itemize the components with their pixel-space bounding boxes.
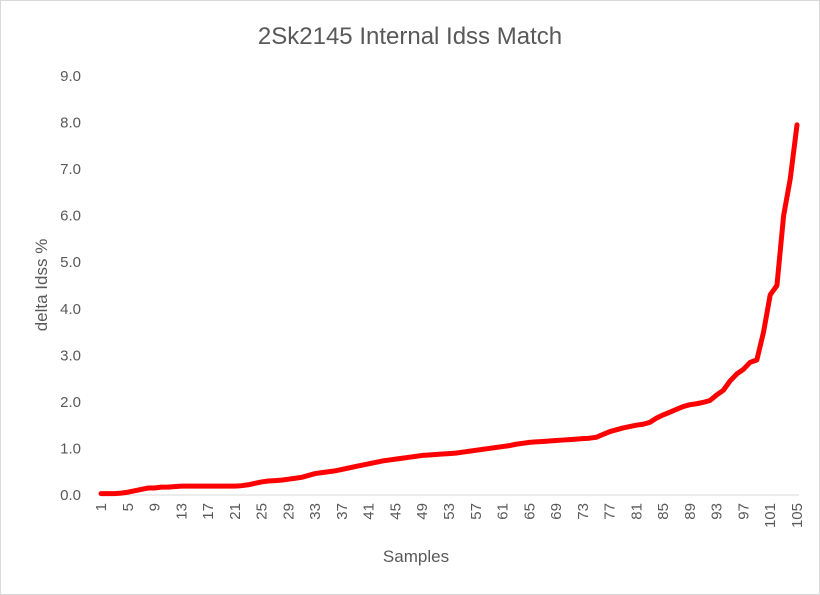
x-tick-label: 13 <box>173 503 190 520</box>
x-tick-label: 77 <box>602 503 619 520</box>
series-line <box>98 122 800 497</box>
x-tick-label: 89 <box>682 503 699 520</box>
x-tick-label: 1 <box>93 503 110 511</box>
x-tick-label: 53 <box>441 503 458 520</box>
y-tick-label: 9.0 <box>60 68 81 85</box>
y-tick-label: 4.0 <box>60 301 81 318</box>
x-tick-label: 57 <box>468 503 485 520</box>
y-tick-label: 6.0 <box>60 208 81 225</box>
x-tick-label: 5 <box>120 503 137 511</box>
y-tick-labels: 0.0 1.0 2.0 3.0 4.0 5.0 6.0 7.0 8.0 9.0 <box>60 68 81 504</box>
x-tick-label: 81 <box>628 503 645 520</box>
y-tick-label: 5.0 <box>60 254 81 271</box>
x-tick-label: 61 <box>495 503 512 520</box>
x-tick-label: 29 <box>280 503 297 520</box>
x-tick-label: 49 <box>414 503 431 520</box>
x-tick-label: 37 <box>334 503 351 520</box>
x-tick-label: 33 <box>307 503 324 520</box>
y-tick-label: 2.0 <box>60 394 81 411</box>
x-tick-label: 69 <box>548 503 565 520</box>
y-tick-label: 1.0 <box>60 440 81 457</box>
x-tick-label: 101 <box>762 503 779 528</box>
y-tick-label: 0.0 <box>60 487 81 504</box>
x-tick-label: 17 <box>200 503 217 520</box>
y-tick-label: 7.0 <box>60 161 81 178</box>
y-axis-label: delta Idss % <box>32 239 51 332</box>
x-tick-label: 93 <box>709 503 726 520</box>
x-tick-label: 73 <box>575 503 592 520</box>
x-tick-label: 21 <box>227 503 244 520</box>
x-tick-label: 25 <box>254 503 271 520</box>
y-tick-label: 3.0 <box>60 347 81 364</box>
x-tick-labels: 1 5 9 13 17 21 25 29 33 37 41 45 49 53 57 61 65 69 73 77 81 8… <box>93 503 806 528</box>
x-tick-label: 41 <box>361 503 378 520</box>
x-tick-label: 97 <box>735 503 752 520</box>
y-tick-label: 8.0 <box>60 115 81 132</box>
chart-title: 2Sk2145 Internal Idss Match <box>258 23 562 50</box>
x-tick-label: 9 <box>147 503 164 511</box>
x-tick-label: 105 <box>789 503 806 528</box>
x-tick-label: 45 <box>387 503 404 520</box>
x-axis-label: Samples <box>383 547 449 566</box>
x-tick-label: 85 <box>655 503 672 520</box>
x-tick-label: 65 <box>521 503 538 520</box>
